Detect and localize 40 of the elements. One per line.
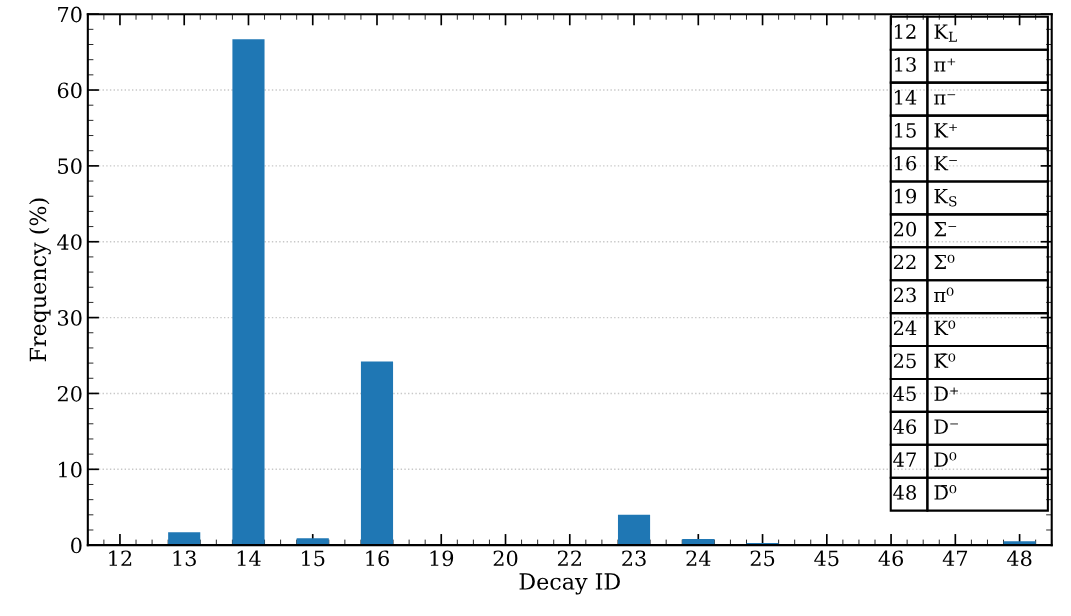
annotation: 20 Σ⁻: [893, 221, 957, 237]
x-tick-label: 25: [750, 550, 775, 567]
x-tick-label: 45: [814, 550, 839, 567]
x-tick-label: 15: [302, 550, 325, 567]
annotation: 24 K⁰: [893, 320, 956, 335]
annotation: 46 D⁻: [893, 419, 958, 434]
annotation: 15 K⁺: [894, 122, 957, 138]
x-tick-label: 16: [366, 550, 389, 567]
x-tick-label: 13: [173, 550, 196, 567]
annotation: 12 K$_{L}$: [894, 24, 957, 42]
annotation: 19 K$_{S}$: [894, 188, 957, 207]
x-tick-label: 23: [622, 550, 646, 567]
x-axis-title: Decay ID: [519, 573, 620, 595]
y-tick-label: 60: [57, 82, 82, 99]
annotation: 48 D̄⁰: [893, 485, 957, 500]
annotation: 22 Σ⁰: [893, 254, 955, 270]
x-tick-label: 47: [942, 550, 968, 566]
y-tick-label: 30: [58, 310, 82, 326]
annotation: 45 D⁺: [893, 386, 958, 402]
y-tick-label: 0: [71, 537, 82, 554]
y-tick-label: 70: [58, 6, 82, 23]
y-tick-label: 20: [57, 385, 82, 402]
x-tick-label: 46: [878, 550, 904, 567]
y-tick-label: 50: [58, 158, 82, 175]
annotation: 16 K⁻: [894, 155, 957, 171]
x-tick-label: 48: [1006, 550, 1032, 567]
x-tick-label: 19: [430, 550, 454, 567]
x-tick-label: 22: [557, 550, 581, 566]
annotation: 47 D⁰: [893, 452, 957, 467]
x-tick-label: 12: [109, 550, 132, 566]
annotation: 23 π⁰: [893, 287, 954, 303]
annotation: 13 π⁺: [894, 57, 956, 72]
annotation: 25 K̄⁰: [893, 353, 956, 369]
y-tick-label: 40: [57, 234, 82, 250]
x-tick-label: 20: [493, 550, 518, 567]
y-axis-title: Frequency (%): [29, 198, 51, 362]
annotation: 14 π⁻: [894, 90, 956, 105]
x-tick-label: 14: [237, 550, 261, 566]
x-tick-label: 24: [686, 550, 711, 566]
y-tick-label: 10: [58, 461, 82, 478]
